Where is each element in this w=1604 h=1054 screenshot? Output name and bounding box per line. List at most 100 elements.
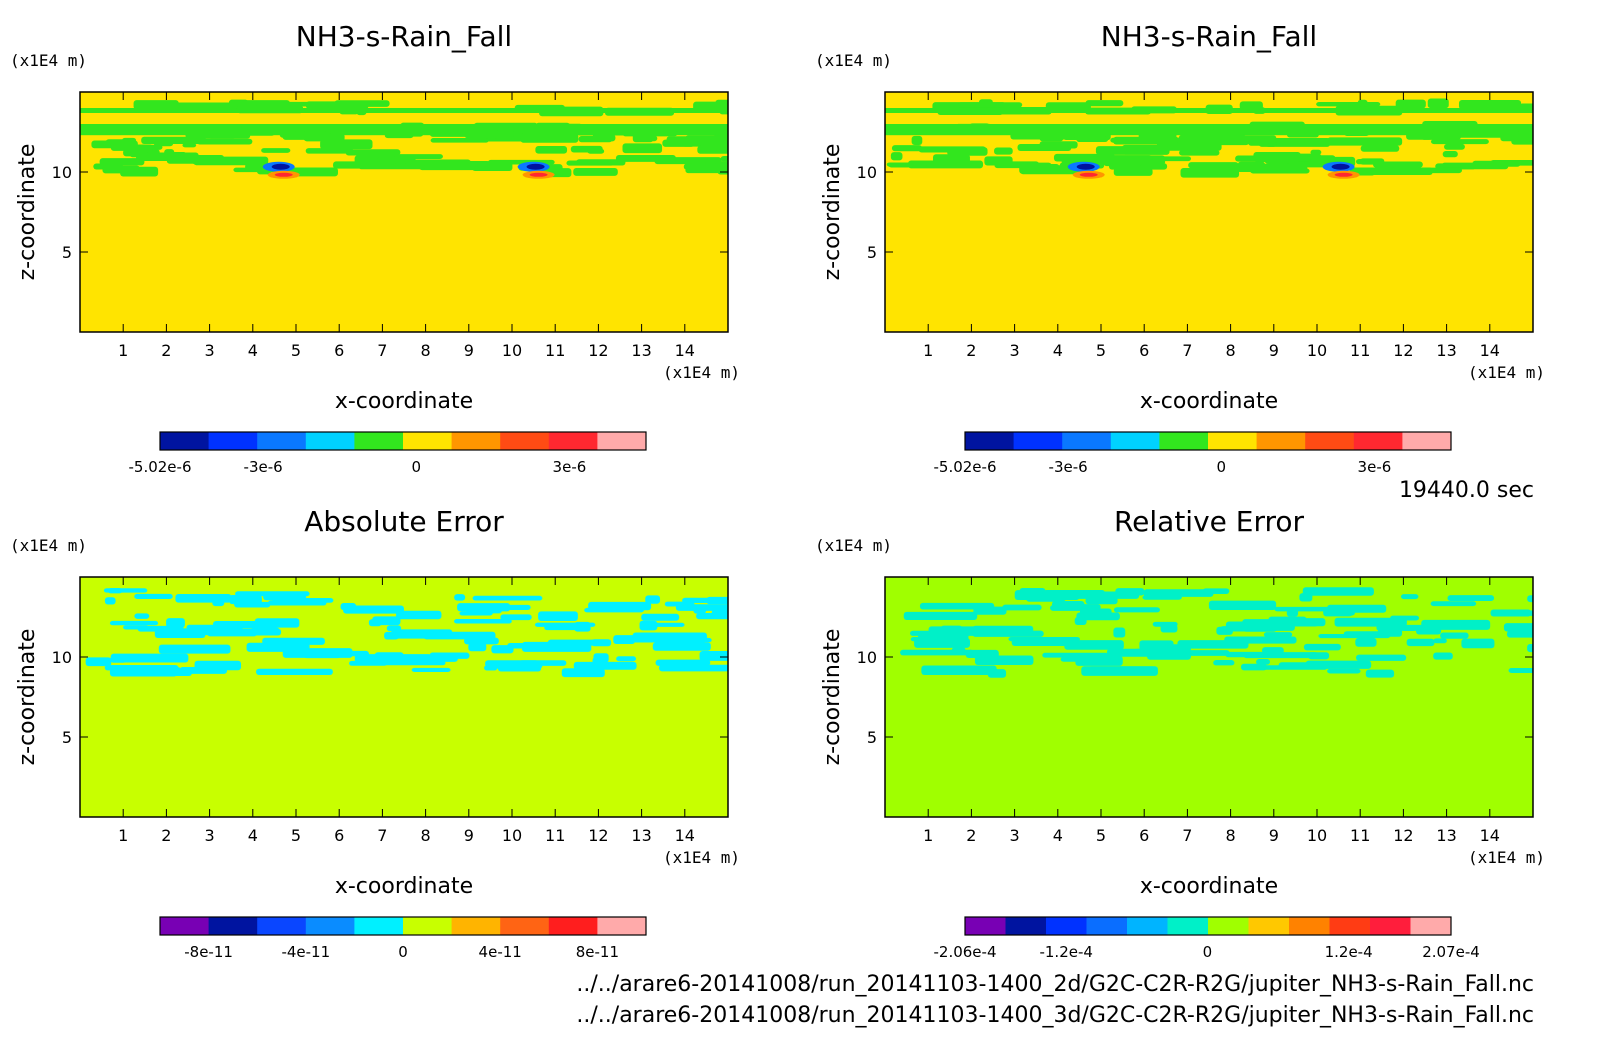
field-cell — [566, 160, 615, 166]
field-cell — [105, 139, 130, 146]
x-tick-label: 12 — [1393, 341, 1413, 360]
field-cell — [949, 630, 1011, 636]
colorbar-tick-label: -1.2e-4 — [1039, 943, 1092, 961]
field-cell — [1365, 669, 1395, 678]
field-cell — [1433, 652, 1453, 660]
colorbar-swatch — [1062, 432, 1112, 450]
x-tick-label: 14 — [675, 826, 695, 845]
field-cell — [430, 138, 489, 143]
field-cell — [1142, 595, 1182, 600]
colorbar-tick-label: -3e-6 — [244, 458, 283, 476]
x-tick-label: 11 — [1350, 341, 1370, 360]
field-cell — [564, 123, 583, 129]
field-cell — [1503, 623, 1533, 632]
field-cell — [165, 102, 242, 109]
colorbar-tick-label: 2.07e-4 — [1422, 943, 1480, 961]
colorbar-frame — [159, 431, 647, 451]
x-tick-label: 11 — [545, 341, 565, 360]
x-tick-label: 6 — [334, 341, 344, 360]
field-cell — [1440, 632, 1469, 639]
colorbar-swatch — [1370, 917, 1411, 935]
field-cell — [1442, 150, 1458, 158]
field-cell — [377, 157, 416, 164]
field-cell — [133, 100, 179, 110]
field-plot — [885, 577, 1533, 817]
x-tick-label: 7 — [377, 341, 387, 360]
field-cell — [1278, 662, 1344, 669]
z-axis-title: z-coordinate — [15, 144, 40, 281]
colorbar-tick-label: -5.02e-6 — [934, 458, 997, 476]
field-cell — [1357, 128, 1434, 134]
field-cell — [615, 155, 676, 162]
colorbar-swatch — [1402, 432, 1452, 450]
x-tick-label: 3 — [205, 826, 215, 845]
colorbar-swatch — [597, 917, 647, 935]
x-tick-label: 12 — [1393, 826, 1413, 845]
field-cell — [1431, 139, 1489, 145]
colorbar-swatch — [1410, 917, 1452, 935]
field-band — [80, 108, 728, 113]
field-cell — [241, 124, 260, 129]
colorbar-tick-label: 3e-6 — [553, 458, 587, 476]
colorbar-swatch — [305, 917, 355, 935]
field-cell — [1318, 633, 1391, 639]
z-tick-label: 5 — [62, 243, 72, 262]
field-cell — [255, 101, 322, 107]
field-cell — [212, 628, 282, 636]
field-cell — [153, 141, 174, 147]
x-tick-label: 9 — [1269, 341, 1279, 360]
field-cell — [1490, 609, 1532, 617]
field-cell — [123, 625, 149, 630]
x-axis-title: x-coordinate — [335, 389, 473, 414]
z-axis-title: z-coordinate — [820, 629, 845, 766]
field-cell — [1263, 632, 1293, 637]
colorbar-tick-label: 1.2e-4 — [1325, 943, 1373, 961]
colorbar-tick-label: -2.06e-4 — [934, 943, 997, 961]
x-tick-label: 13 — [1436, 341, 1456, 360]
colorbar-swatch — [1127, 917, 1168, 935]
x-tick-label: 2 — [966, 826, 976, 845]
x-tick-label: 13 — [631, 341, 651, 360]
x-tick-label: 10 — [1307, 341, 1327, 360]
field-cell — [110, 653, 189, 663]
plot-frame — [884, 576, 1534, 818]
field-cell — [891, 145, 923, 152]
field-cell — [1458, 100, 1522, 110]
z-tick-label: 5 — [62, 728, 72, 747]
x-tick-label: 9 — [464, 826, 474, 845]
chart-panel-1: 1 2 3 4 5 6 7 8 9 10 11 12 13 14510NH3-s-Rain_Fall(x1… — [10, 20, 740, 476]
field-cell — [520, 133, 579, 143]
field-cell — [652, 642, 711, 651]
field-cell — [1427, 98, 1449, 109]
field-cell — [229, 595, 262, 605]
x-axis-title: x-coordinate — [335, 874, 473, 899]
field-cell — [1103, 161, 1142, 167]
colorbar-tick-label: 0 — [398, 943, 408, 961]
field-cell — [697, 145, 728, 154]
field-cell — [1076, 612, 1120, 621]
field-cell — [473, 122, 538, 129]
colorbar-swatch — [1208, 917, 1249, 935]
field-cell — [706, 596, 728, 605]
field-cell — [1508, 668, 1533, 673]
field-cell — [1527, 595, 1533, 603]
downdraft-core — [271, 163, 290, 170]
colorbar-swatch — [1110, 432, 1160, 450]
field-cell — [1237, 161, 1266, 168]
field-cell — [201, 662, 226, 673]
field-cell — [696, 612, 728, 620]
colorbar-swatch — [403, 432, 453, 450]
field-cell — [1224, 636, 1297, 644]
field-cell — [1152, 621, 1178, 627]
field-cell — [1138, 132, 1177, 142]
colorbar-swatch — [1159, 432, 1209, 450]
field-cell — [1390, 167, 1462, 174]
field-cell — [903, 611, 978, 621]
z-tick-label: 5 — [867, 243, 877, 262]
field-cell — [655, 659, 711, 666]
x-unit-label: (x1E4 m) — [663, 848, 740, 867]
field-cell — [1050, 605, 1097, 611]
field-cell — [632, 132, 654, 143]
field-cell — [304, 124, 326, 134]
